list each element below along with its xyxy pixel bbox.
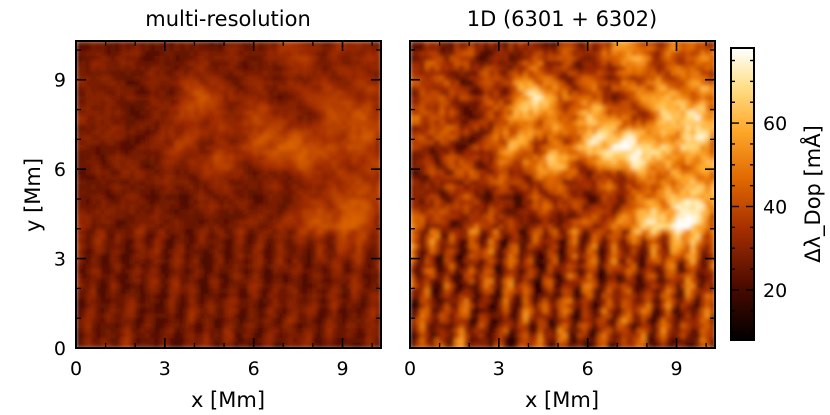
heatmap-image (410, 41, 715, 348)
y-tick-label: 0 (54, 338, 66, 360)
panel-multi-resolution: multi-resolution 0 3 6 9 0 3 6 9 x [Mm] y [Mm] (21, 7, 382, 412)
panel-title: 1D (6301 + 6302) (467, 7, 657, 31)
colorbar-label: Δλ_Dop [mÅ] (799, 125, 826, 263)
x-tick-label: 9 (336, 358, 348, 380)
y-axis-label: y [Mm] (21, 158, 45, 232)
y-tick-label: 9 (54, 70, 66, 92)
colorbar: 20 40 60 Δλ_Dop [mÅ] (730, 47, 826, 341)
x-tick-label: 6 (248, 358, 260, 380)
x-tick-label: 6 (582, 358, 594, 380)
colorbar-tick-label: 40 (763, 197, 787, 219)
axes: 0 3 6 9 0 3 6 9 (54, 41, 381, 380)
x-tick-label: 3 (159, 358, 171, 380)
colorbar-ticks: 20 40 60 (731, 59, 787, 333)
colorbar-tick-label: 60 (763, 113, 787, 135)
x-axis-label: x [Mm] (525, 388, 599, 412)
x-axis-label: x [Mm] (191, 388, 265, 412)
x-tick-label: 0 (404, 358, 416, 380)
y-tick-label: 3 (54, 249, 66, 271)
plot-frame (409, 40, 716, 349)
plot-frame (75, 40, 382, 349)
colorbar-gradient (730, 47, 755, 341)
x-tick-label: 9 (670, 358, 682, 380)
panel-1d: 1D (6301 + 6302) 0 3 6 9 x [Mm] (404, 7, 716, 412)
x-tick-label: 0 (70, 358, 82, 380)
panel-title: multi-resolution (145, 7, 311, 31)
heatmap-image (76, 41, 381, 348)
y-tick-label: 6 (54, 159, 66, 181)
x-tick-label: 3 (493, 358, 505, 380)
colorbar-tick-label: 20 (763, 280, 787, 302)
axes: 0 3 6 9 (404, 41, 715, 380)
